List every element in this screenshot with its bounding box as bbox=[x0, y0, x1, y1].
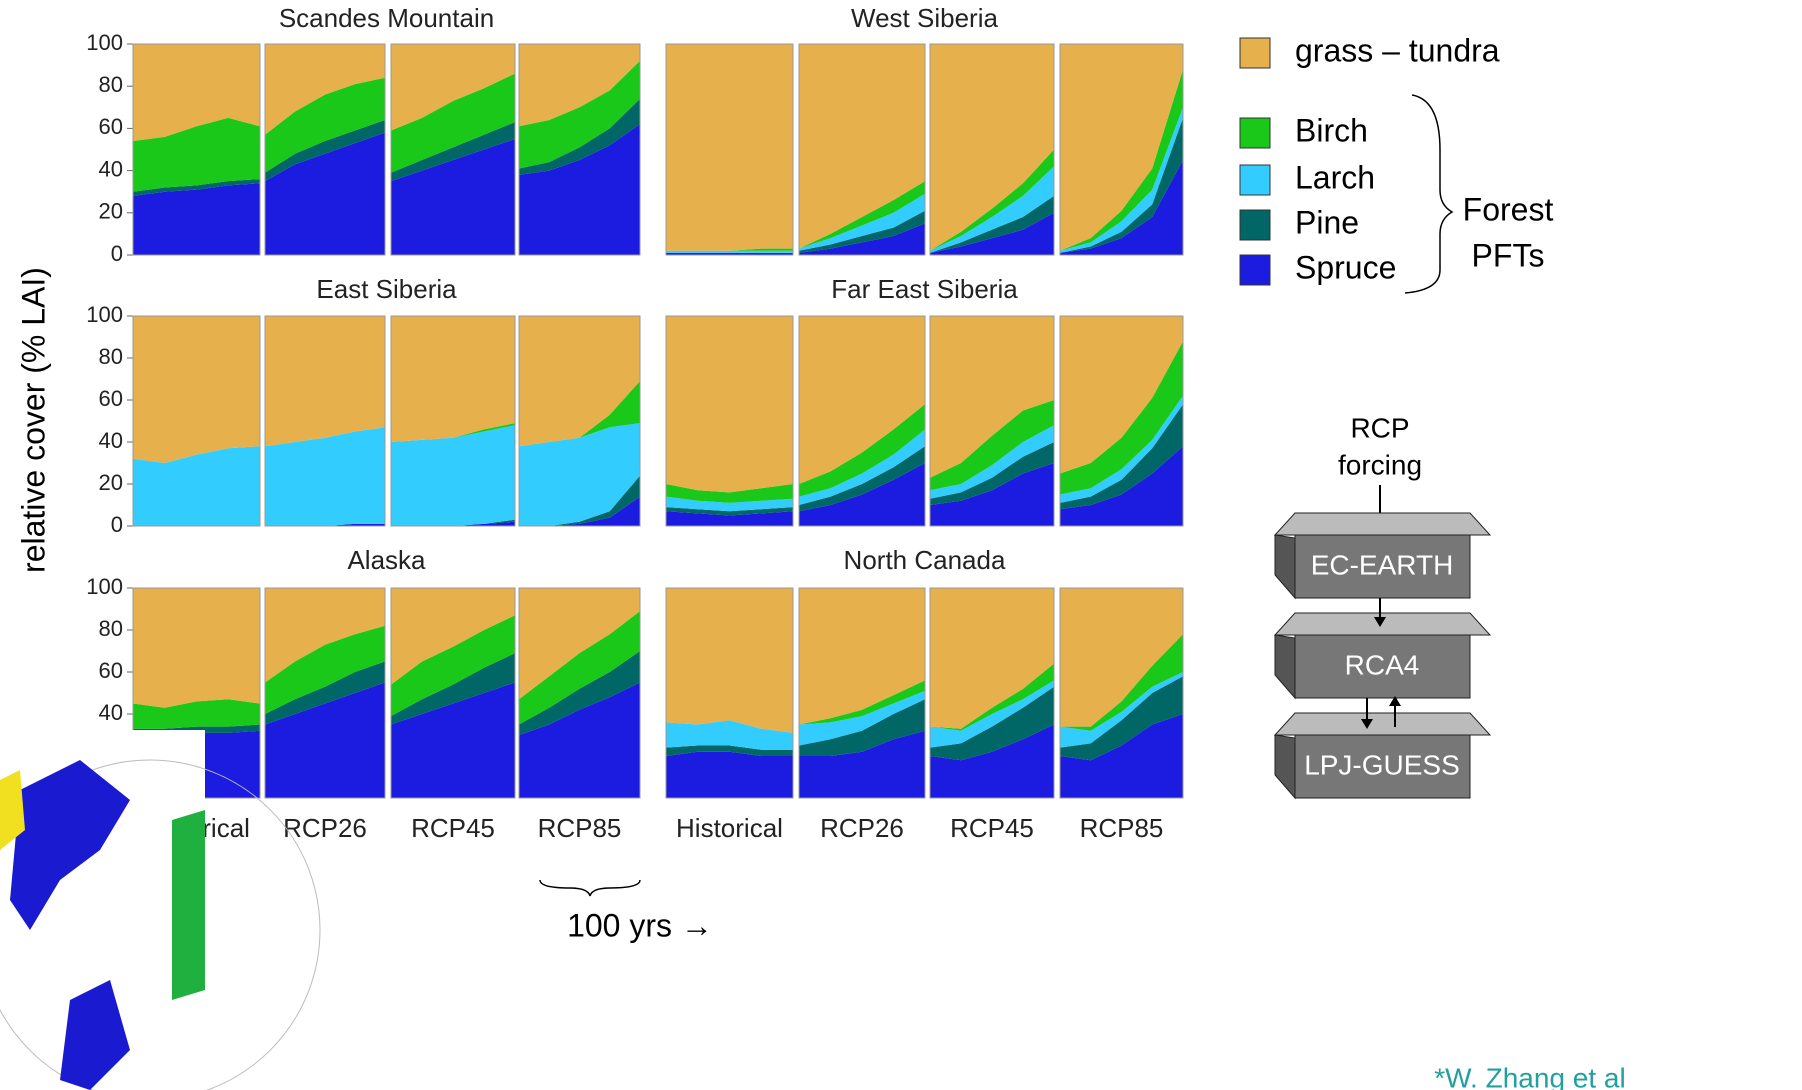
y-tick-label: 60 bbox=[99, 114, 123, 139]
y-tick-label: 80 bbox=[99, 616, 123, 641]
x-tick-label: RCP85 bbox=[1080, 813, 1164, 843]
chart-title: Alaska bbox=[347, 545, 426, 575]
credit: *W. Zhang et al bbox=[1434, 1062, 1625, 1090]
box-side bbox=[1275, 735, 1295, 798]
area bbox=[666, 44, 793, 251]
y-tick-label: 0 bbox=[111, 241, 123, 266]
box-side bbox=[1275, 535, 1295, 598]
y-tick-label: 60 bbox=[99, 658, 123, 683]
x-tick-label: RCP26 bbox=[283, 813, 367, 843]
box-label: LPJ-GUESS bbox=[1304, 749, 1460, 780]
y-tick-label: 40 bbox=[99, 428, 123, 453]
charts: Scandes Mountain 0 20 40 60 80 100 West Siberia… bbox=[86, 3, 1183, 843]
x-tick-label: RCP85 bbox=[538, 813, 622, 843]
diagram: RCP forcing EC-EARTH RCA4 LPJ-GUESS bbox=[1275, 412, 1490, 798]
y-tick-label: 80 bbox=[99, 344, 123, 369]
forest-label: Forest bbox=[1463, 191, 1554, 227]
chart-title: Far East Siberia bbox=[831, 274, 1018, 304]
y-tick-label: 80 bbox=[99, 72, 123, 97]
map-land bbox=[172, 810, 205, 1000]
box-top bbox=[1275, 713, 1490, 735]
x-tick-label: RCP45 bbox=[411, 813, 495, 843]
legend-label: Larch bbox=[1295, 159, 1375, 195]
legend-label: Spruce bbox=[1295, 249, 1396, 285]
area bbox=[133, 588, 260, 708]
area bbox=[666, 251, 793, 253]
y-tick-label: 20 bbox=[99, 470, 123, 495]
box-top bbox=[1275, 513, 1490, 535]
x-tick-label: Historical bbox=[676, 813, 783, 843]
chart-title: West Siberia bbox=[851, 3, 998, 33]
brace bbox=[1405, 95, 1452, 293]
figure: Scandes Mountain 0 20 40 60 80 100 West Siberia… bbox=[0, 0, 1802, 1090]
area bbox=[133, 316, 260, 463]
x-tick-label: RCP26 bbox=[820, 813, 904, 843]
y-tick-label: 60 bbox=[99, 386, 123, 411]
area bbox=[666, 752, 793, 798]
area bbox=[391, 316, 515, 442]
y-tick-label: 100 bbox=[86, 30, 123, 55]
box-top bbox=[1275, 613, 1490, 635]
area bbox=[265, 316, 385, 446]
legend-swatch bbox=[1240, 118, 1270, 148]
box-label: RCA4 bbox=[1345, 649, 1420, 680]
box-side bbox=[1275, 635, 1295, 698]
legend-label: grass – tundra bbox=[1295, 32, 1500, 68]
y-tick-label: 20 bbox=[99, 199, 123, 224]
area bbox=[666, 316, 793, 492]
area bbox=[666, 588, 793, 733]
y-tick-label: 100 bbox=[86, 574, 123, 599]
x-tick-label: RCP45 bbox=[950, 813, 1034, 843]
time-note: 100 yrs → bbox=[567, 907, 713, 943]
legend-label: Birch bbox=[1295, 112, 1368, 148]
y-tick-label: 0 bbox=[111, 512, 123, 537]
chart-title: East Siberia bbox=[316, 274, 457, 304]
area bbox=[133, 183, 260, 255]
y-tick-label: 40 bbox=[99, 156, 123, 181]
legend-swatch bbox=[1240, 38, 1270, 68]
chart-title: North Canada bbox=[844, 545, 1006, 575]
y-tick-label: 40 bbox=[99, 700, 123, 725]
legend-swatch bbox=[1240, 210, 1270, 240]
legend-swatch bbox=[1240, 165, 1270, 195]
y-tick-label: 100 bbox=[86, 302, 123, 327]
y-label: relative cover (% LAI) bbox=[15, 267, 51, 573]
legend-swatch bbox=[1240, 255, 1270, 285]
legend-label: Pine bbox=[1295, 204, 1359, 240]
forest-label: PFTs bbox=[1472, 237, 1545, 273]
box-label: EC-EARTH bbox=[1311, 549, 1454, 580]
chart-title: Scandes Mountain bbox=[279, 3, 494, 33]
diagram-input: RCP bbox=[1350, 412, 1409, 443]
time-brace bbox=[540, 880, 640, 896]
diagram-input: forcing bbox=[1338, 449, 1422, 480]
